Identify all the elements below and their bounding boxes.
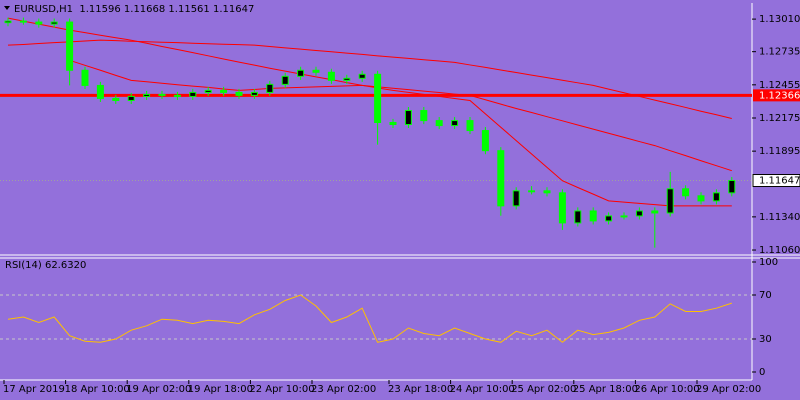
x-tick-label: 17 Apr 2019: [3, 384, 65, 395]
candle-body: [81, 69, 89, 86]
candle-body: [466, 120, 474, 132]
candle-body: [589, 210, 597, 222]
candle-body: [327, 71, 335, 81]
candle-body: [389, 121, 397, 125]
candle-body: [143, 93, 151, 97]
candle-body: [697, 195, 705, 202]
y-tick-label: 1.11340: [759, 212, 800, 223]
candle-body: [112, 97, 120, 101]
candle-body: [420, 110, 428, 122]
candle-body: [497, 150, 505, 207]
candle-body: [66, 21, 74, 71]
indicator-title: RSI(14) 62.6320: [5, 260, 86, 271]
candle-body: [374, 73, 382, 123]
candle-body: [297, 69, 305, 77]
candle-body: [543, 190, 551, 194]
x-tick-label: 26 Apr 10:00: [634, 384, 699, 395]
y-tick-label: 1.11060: [759, 245, 800, 256]
candle-body: [404, 110, 412, 125]
candle-body: [35, 21, 43, 25]
candle-body: [528, 190, 536, 193]
y-tick-label: 1.12455: [759, 80, 800, 91]
x-tick-label: 25 Apr 02:00: [511, 384, 576, 395]
candle-body: [682, 188, 690, 197]
y-tick-label: 0: [759, 367, 765, 378]
x-tick-label: 19 Apr 18:00: [188, 384, 253, 395]
y-tick-label: 1.12175: [759, 113, 800, 124]
candle-body: [712, 192, 720, 202]
y-tick-label: 1.12735: [759, 47, 800, 58]
candle-body: [435, 120, 443, 127]
y-tick-label: 1.13010: [759, 14, 800, 25]
candle-body: [620, 215, 628, 218]
chart-title: EURUSD,H1 1.11596 1.11668 1.11561 1.1164…: [14, 4, 254, 15]
x-tick-label: 25 Apr 18:00: [573, 384, 638, 395]
moving-average: [7, 39, 732, 119]
x-tick-label: 18 Apr 10:00: [65, 384, 130, 395]
candle-body: [235, 91, 243, 96]
x-tick-label: 24 Apr 10:00: [450, 384, 515, 395]
candle-body: [173, 94, 181, 97]
price-label-box: [752, 174, 800, 188]
candle-body: [343, 77, 351, 81]
candle-body: [574, 210, 582, 224]
x-tick-label: 23 Apr 18:00: [388, 384, 453, 395]
candle-body: [281, 75, 289, 85]
candle-body: [4, 20, 12, 24]
candle-body: [358, 73, 366, 79]
candle-body: [512, 190, 520, 207]
price-label-box: [753, 89, 800, 102]
candle-body: [204, 89, 212, 93]
y-tick-label: 30: [759, 334, 772, 345]
y-tick-label: 100: [759, 257, 778, 268]
candle-body: [728, 180, 736, 194]
x-tick-label: 23 Apr 02:00: [311, 384, 376, 395]
candle-body: [266, 83, 274, 93]
candle-body: [451, 120, 459, 127]
x-tick-label: 19 Apr 02:00: [126, 384, 191, 395]
candle-body: [605, 215, 613, 222]
candle-body: [220, 89, 228, 93]
candle-body: [312, 69, 320, 73]
candle-body: [481, 130, 489, 152]
candle-body: [666, 188, 674, 214]
moving-average: [7, 17, 732, 172]
candle-body: [651, 210, 659, 214]
x-tick-label: 22 Apr 10:00: [249, 384, 314, 395]
candle-body: [96, 84, 104, 99]
candle-body: [158, 93, 166, 96]
price-label: 1.12366: [759, 90, 800, 101]
x-tick-label: 29 Apr 02:00: [696, 384, 761, 395]
candle-body: [558, 192, 566, 224]
y-tick-label: 1.11895: [759, 146, 800, 157]
price-label: 1.11647: [759, 176, 800, 187]
rsi-line: [7, 294, 732, 343]
candle-body: [19, 20, 27, 23]
menu-arrow: [4, 6, 10, 10]
candle-body: [127, 95, 135, 101]
candle-body: [50, 21, 58, 25]
candle-body: [635, 210, 643, 217]
candle-body: [250, 91, 258, 96]
moving-average: [69, 59, 732, 207]
candle-body: [189, 91, 197, 97]
y-tick-label: 70: [759, 290, 772, 301]
